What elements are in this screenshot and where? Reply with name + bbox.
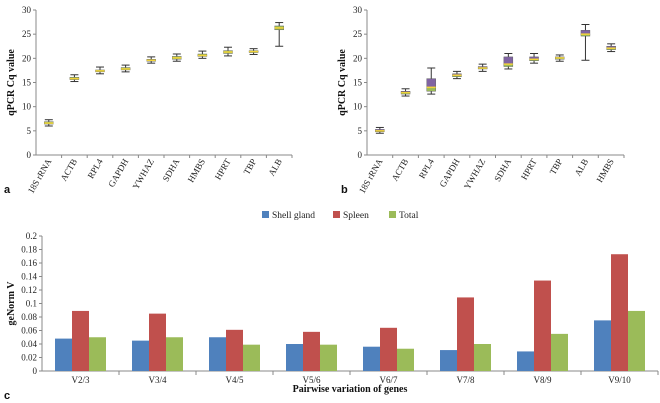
panel-letter: c [4, 390, 10, 402]
bar-spleen [303, 331, 320, 371]
bar-total [166, 337, 183, 371]
x-category-label: V2/3 [72, 375, 91, 385]
y-tick-label: 15 [22, 78, 32, 88]
panel-letter: a [4, 184, 11, 196]
x-category-label: V7/8 [457, 375, 476, 385]
x-category-label: SDHA [161, 157, 182, 184]
x-category-label: HMBS [594, 157, 615, 184]
y-tick-label: 0.2 [26, 231, 37, 241]
x-category-label: V6/7 [380, 375, 399, 385]
y-tick-label: 0.1 [26, 299, 37, 309]
y-tick-label: 5 [358, 126, 363, 136]
x-category-label: SDHA [492, 157, 513, 184]
bar-spleen [149, 313, 166, 371]
x-category-label: HPRT [519, 157, 539, 182]
y-tick-label: 25 [353, 29, 363, 39]
box-upper-quartile [426, 78, 436, 88]
bar-total [474, 344, 491, 371]
x-category-label: ACTB [58, 157, 79, 183]
y-tick-label: 0.18 [21, 245, 37, 255]
bar-shell-gland [132, 340, 149, 371]
bar-shell-gland [55, 338, 72, 371]
bar-shell-gland [517, 351, 534, 371]
panel-a-boxplot: 0 5 10 15 20 25 30 qPCR Cq value 18S rRNA ACTB RPL… [4, 5, 293, 196]
x-category-label: TBP [548, 157, 565, 176]
y-tick-label: 0 [358, 150, 363, 160]
x-category-label: 18S rRNA [357, 157, 385, 196]
panel-b-boxplot: 0 5 10 15 20 25 30 qPCR Cq value 18S rRNA ACTB RPL… [337, 5, 625, 196]
legend-label: Spleen [343, 211, 369, 221]
legend-swatch [333, 211, 340, 218]
y-tick-label: 20 [353, 53, 363, 63]
bar-shell-gland [209, 337, 226, 371]
y-tick-label: 0.12 [21, 285, 37, 295]
bar-total [89, 337, 106, 371]
bar-spleen [457, 297, 474, 371]
legend-label: Shell gland [272, 211, 315, 221]
legend-swatch [389, 211, 396, 218]
y-axis-title: geNorm V [6, 281, 17, 326]
y-tick-label: 0.16 [21, 258, 37, 268]
bar-spleen [534, 280, 551, 371]
x-category-label: V8/9 [534, 375, 553, 385]
x-category-label: ALB [573, 157, 591, 178]
y-tick-label: 0.08 [21, 312, 37, 322]
y-tick-label: 10 [22, 102, 32, 112]
y-tick-label: 30 [22, 5, 32, 15]
x-category-label: HMBS [186, 157, 207, 184]
bar-shell-gland [594, 320, 611, 371]
x-category-label: ACTB [390, 157, 411, 183]
y-tick-label: 0.14 [21, 272, 37, 282]
x-category-label: YWHAZ [462, 157, 487, 191]
y-tick-label: 0.06 [21, 326, 37, 336]
bar-shell-gland [363, 346, 380, 371]
box-upper-quartile [503, 56, 514, 65]
x-category-label: V4/5 [226, 375, 245, 385]
y-tick-label: 25 [22, 29, 32, 39]
bar-total [551, 333, 568, 371]
bar-spleen [611, 254, 628, 371]
y-tick-label: 20 [22, 53, 32, 63]
y-tick-label: 10 [353, 102, 363, 112]
x-category-label: ALB [266, 157, 284, 178]
bar-spleen [72, 310, 89, 371]
y-axis-title: qPCR Cq value [337, 49, 348, 116]
x-category-label: RPL4 [417, 157, 436, 181]
panel-letter: b [341, 184, 348, 196]
legend-label: Total [399, 211, 419, 221]
x-category-label: YWHAZ [131, 157, 156, 191]
y-tick-label: 0 [27, 150, 32, 160]
x-category-label: TBP [241, 157, 258, 176]
bar-shell-gland [440, 350, 457, 371]
bar-total [397, 348, 414, 371]
bar-shell-gland [286, 344, 303, 371]
bar-total [320, 344, 337, 371]
x-axis-title: Pairwise variation of genes [293, 384, 408, 395]
y-axis-title: qPCR Cq value [6, 49, 17, 116]
x-category-label: V5/6 [303, 375, 322, 385]
y-tick-label: 0.02 [21, 353, 37, 363]
panel-c-bar-chart: 0 0.02 0.04 0.06 0.08 0.1 0.12 0.14 0.16 0.18 0.2 g… [4, 211, 659, 402]
y-tick-label: 0.04 [21, 339, 37, 349]
bar-total [243, 344, 260, 371]
x-category-label: V9/10 [608, 375, 631, 385]
y-tick-label: 30 [353, 5, 363, 15]
y-tick-label: 15 [353, 78, 363, 88]
x-category-label: RPL4 [86, 157, 105, 181]
y-tick-label: 0 [33, 366, 38, 376]
y-tick-label: 5 [27, 126, 32, 136]
x-category-label: HPRT [213, 157, 233, 182]
bar-spleen [380, 327, 397, 371]
bar-spleen [226, 329, 243, 371]
x-category-label: 18S rRNA [26, 157, 54, 196]
bar-total [628, 310, 645, 371]
x-category-label: V3/4 [149, 375, 168, 385]
legend-swatch [262, 211, 269, 218]
x-category-label: GAPDH [438, 157, 462, 189]
x-category-label: GAPDH [106, 157, 130, 189]
